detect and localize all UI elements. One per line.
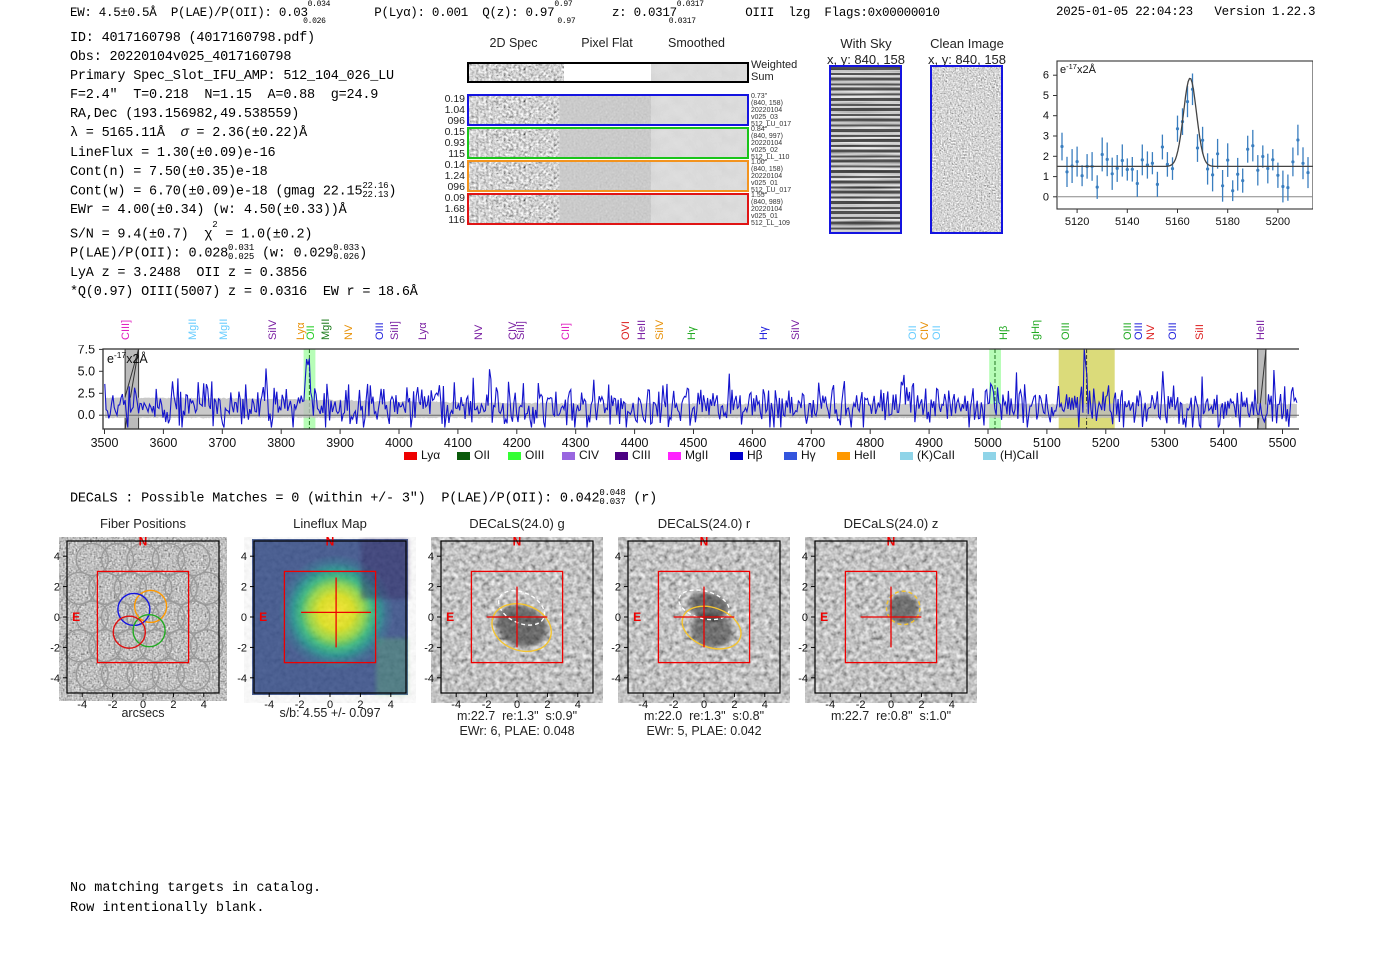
svg-text:-4: -4 xyxy=(50,673,60,685)
svg-text:5120: 5120 xyxy=(1065,216,1089,228)
svg-text:E: E xyxy=(72,610,80,624)
svg-text:4: 4 xyxy=(428,551,434,563)
svg-text:N: N xyxy=(700,537,709,549)
svg-text:N: N xyxy=(139,537,148,549)
svg-text:0.0: 0.0 xyxy=(77,408,94,422)
svg-text:5400: 5400 xyxy=(1209,436,1237,450)
svg-text:2: 2 xyxy=(54,582,60,594)
svg-text:5200: 5200 xyxy=(1266,216,1290,228)
svg-text:5200: 5200 xyxy=(1091,436,1119,450)
svg-text:N: N xyxy=(513,537,522,549)
svg-text:4: 4 xyxy=(241,551,247,563)
svg-text:4500: 4500 xyxy=(679,436,707,450)
svg-text:2: 2 xyxy=(428,582,434,594)
svg-text:3700: 3700 xyxy=(208,436,236,450)
svg-text:7.5: 7.5 xyxy=(77,345,94,356)
svg-text:4: 4 xyxy=(1043,110,1049,122)
svg-text:e-17x2Å: e-17x2Å xyxy=(106,350,147,366)
svg-text:4700: 4700 xyxy=(797,436,825,450)
svg-text:4800: 4800 xyxy=(856,436,884,450)
svg-text:4200: 4200 xyxy=(502,436,530,450)
svg-text:3900: 3900 xyxy=(326,436,354,450)
svg-text:5180: 5180 xyxy=(1215,216,1239,228)
svg-text:4100: 4100 xyxy=(444,436,472,450)
svg-text:5500: 5500 xyxy=(1268,436,1296,450)
svg-text:E: E xyxy=(446,610,454,624)
svg-text:1: 1 xyxy=(1043,171,1049,183)
svg-text:5300: 5300 xyxy=(1150,436,1178,450)
svg-text:0: 0 xyxy=(428,612,434,624)
svg-text:N: N xyxy=(326,537,335,549)
svg-text:E: E xyxy=(259,610,267,624)
svg-text:-2: -2 xyxy=(611,642,621,654)
svg-text:0: 0 xyxy=(54,612,60,624)
svg-text:4600: 4600 xyxy=(738,436,766,450)
svg-text:3600: 3600 xyxy=(149,436,177,450)
svg-text:-2: -2 xyxy=(237,642,247,654)
svg-text:3800: 3800 xyxy=(267,436,295,450)
svg-text:2: 2 xyxy=(802,582,808,594)
svg-text:0: 0 xyxy=(1043,191,1049,203)
svg-text:2: 2 xyxy=(241,582,247,594)
svg-text:2.5: 2.5 xyxy=(77,386,94,400)
svg-text:2: 2 xyxy=(615,582,621,594)
svg-text:5: 5 xyxy=(1043,90,1049,102)
svg-text:5160: 5160 xyxy=(1165,216,1189,228)
svg-text:0: 0 xyxy=(802,612,808,624)
svg-text:3: 3 xyxy=(1043,131,1049,143)
svg-text:4300: 4300 xyxy=(561,436,589,450)
svg-text:E: E xyxy=(820,610,828,624)
svg-text:-2: -2 xyxy=(424,642,434,654)
svg-text:0: 0 xyxy=(615,612,621,624)
svg-text:4400: 4400 xyxy=(620,436,648,450)
svg-text:-4: -4 xyxy=(237,673,247,685)
svg-text:5.0: 5.0 xyxy=(77,364,94,378)
svg-text:-2: -2 xyxy=(798,642,808,654)
svg-text:e-17x2Å: e-17x2Å xyxy=(1060,62,1097,77)
svg-text:5140: 5140 xyxy=(1115,216,1139,228)
svg-text:4000: 4000 xyxy=(385,436,413,450)
svg-text:2: 2 xyxy=(1043,151,1049,163)
svg-text:4: 4 xyxy=(615,551,621,563)
svg-text:3500: 3500 xyxy=(90,436,118,450)
svg-text:-4: -4 xyxy=(798,673,808,685)
svg-text:6: 6 xyxy=(1043,70,1049,82)
svg-text:4: 4 xyxy=(54,551,60,563)
svg-text:-4: -4 xyxy=(424,673,434,685)
svg-text:-2: -2 xyxy=(50,642,60,654)
svg-text:0: 0 xyxy=(241,612,247,624)
svg-text:5100: 5100 xyxy=(1033,436,1061,450)
svg-text:-4: -4 xyxy=(611,673,621,685)
svg-text:4: 4 xyxy=(802,551,808,563)
svg-text:E: E xyxy=(633,610,641,624)
svg-text:N: N xyxy=(887,537,896,549)
svg-text:5000: 5000 xyxy=(974,436,1002,450)
svg-text:4900: 4900 xyxy=(915,436,943,450)
